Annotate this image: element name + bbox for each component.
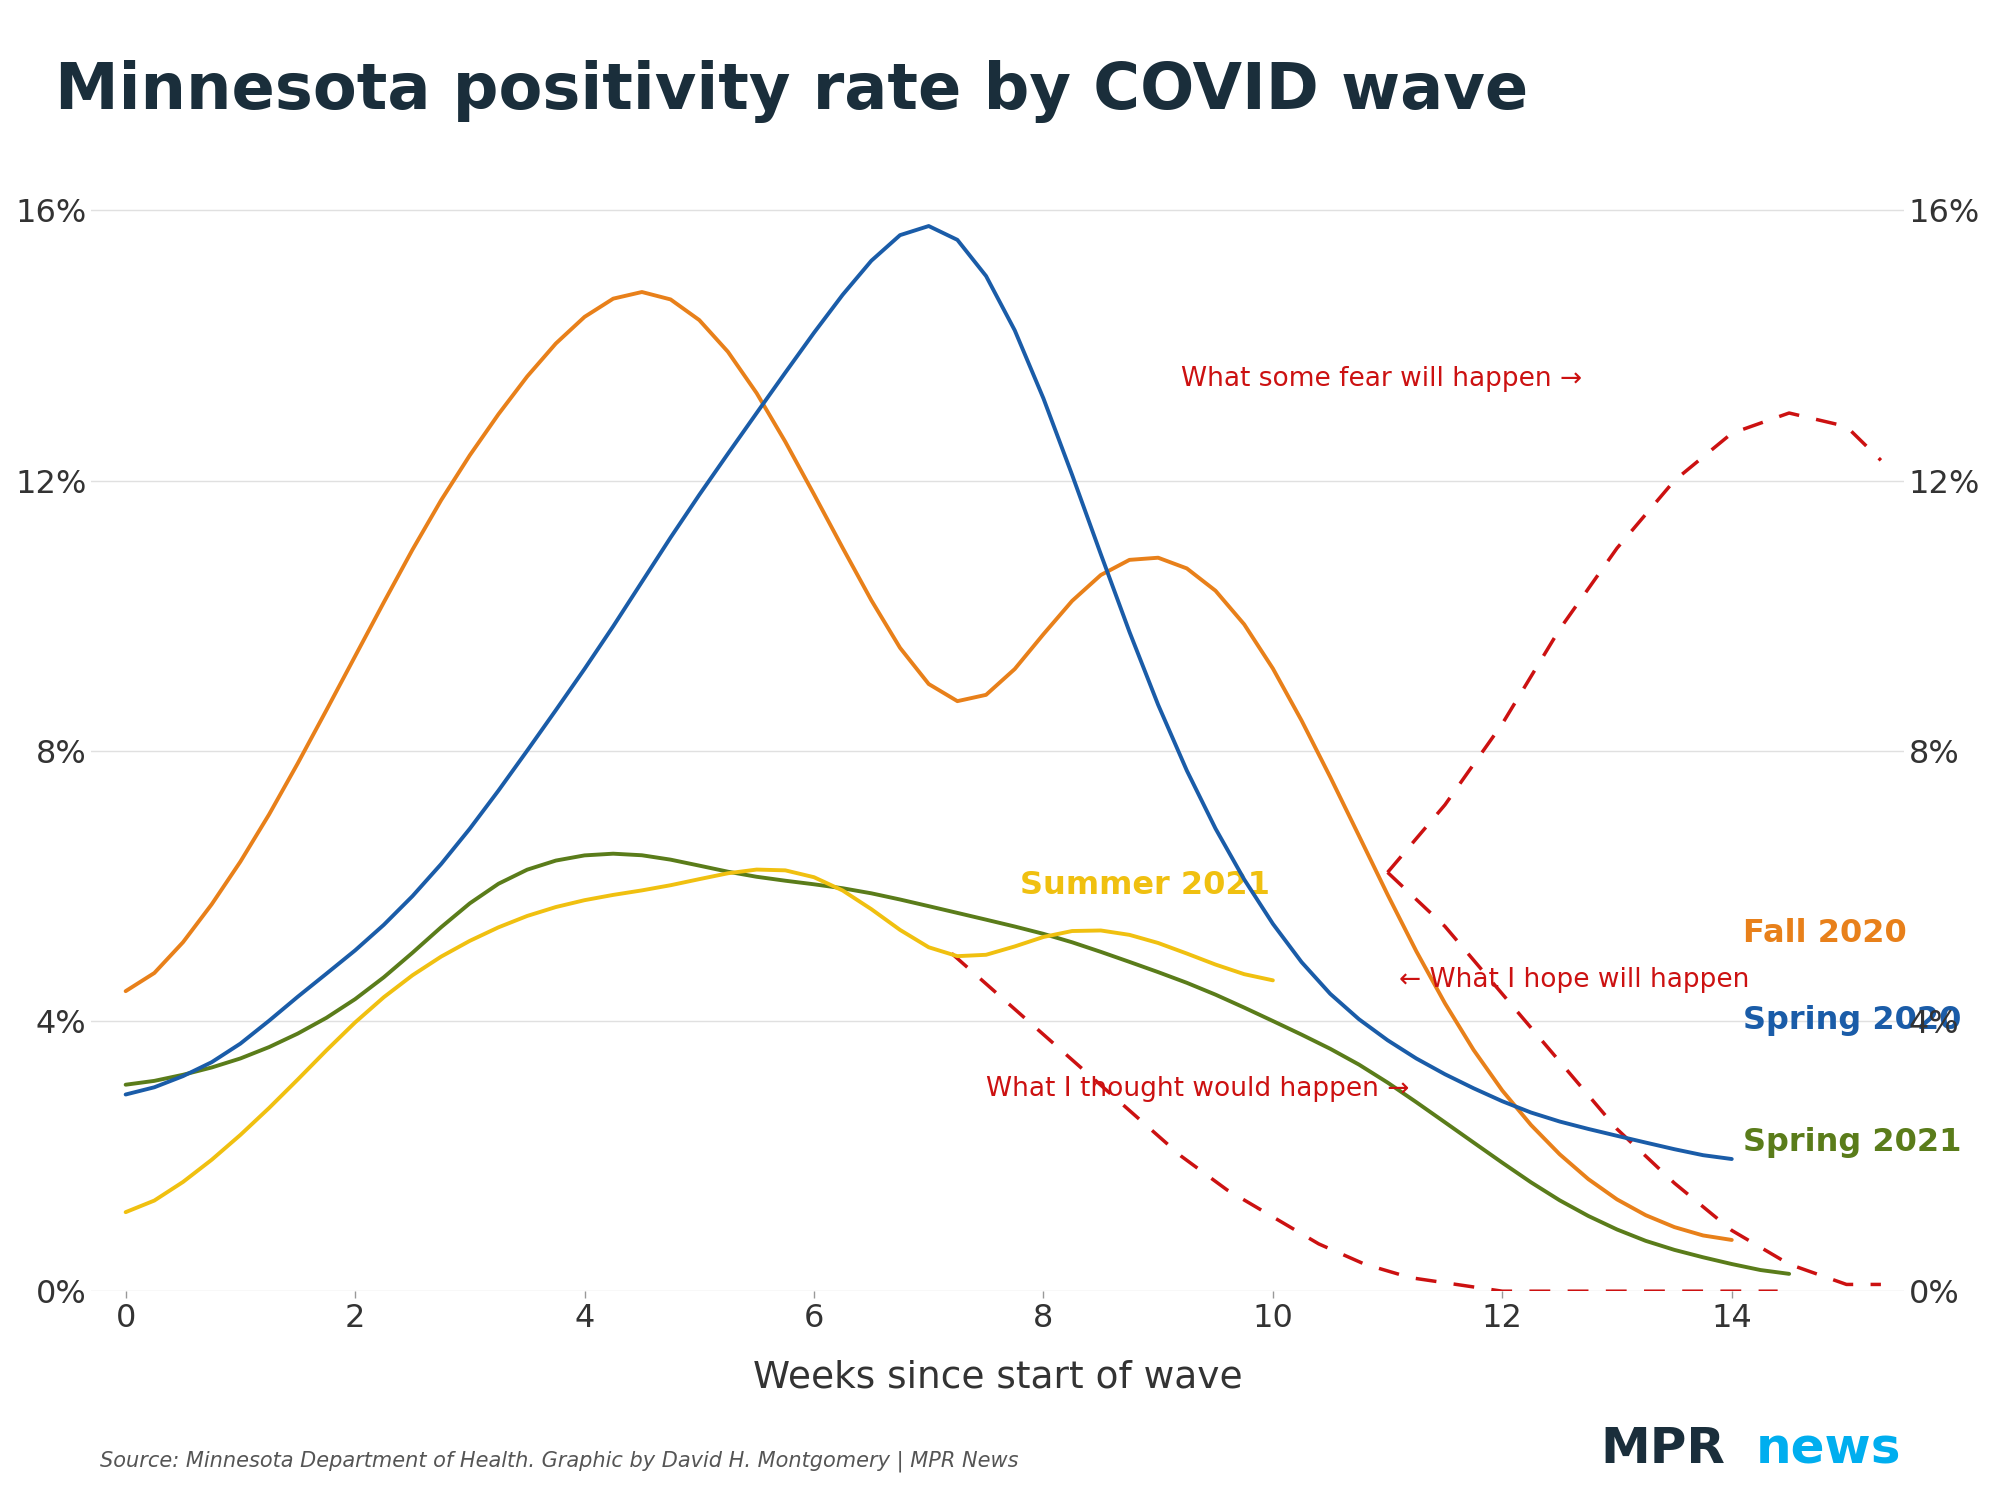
Text: ← What I hope will happen: ← What I hope will happen: [1400, 968, 1750, 993]
Text: What I thought would happen →: What I thought would happen →: [986, 1076, 1410, 1101]
Text: What some fear will happen →: What some fear will happen →: [1182, 366, 1582, 392]
Text: news: news: [1756, 1425, 1902, 1473]
Text: Source: Minnesota Department of Health. Graphic by David H. Montgomery | MPR New: Source: Minnesota Department of Health. …: [100, 1450, 1018, 1473]
Text: Minnesota positivity rate by COVID wave: Minnesota positivity rate by COVID wave: [54, 60, 1528, 123]
Text: Spring 2020: Spring 2020: [1744, 1005, 1962, 1036]
X-axis label: Weeks since start of wave: Weeks since start of wave: [752, 1359, 1242, 1395]
Text: Summer 2021: Summer 2021: [1020, 870, 1270, 901]
Text: MPR: MPR: [1600, 1425, 1724, 1473]
Text: Fall 2020: Fall 2020: [1744, 918, 1906, 948]
Text: Spring 2021: Spring 2021: [1744, 1126, 1962, 1158]
